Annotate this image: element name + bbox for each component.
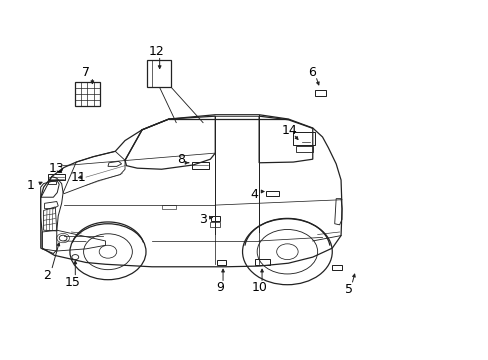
Text: 15: 15	[65, 276, 81, 289]
Text: 4: 4	[250, 188, 258, 201]
Bar	[331, 265, 341, 270]
Bar	[255, 259, 269, 265]
Bar	[147, 60, 171, 87]
Text: 10: 10	[251, 281, 266, 294]
Text: 12: 12	[148, 45, 164, 58]
Bar	[161, 205, 176, 210]
Text: 9: 9	[216, 281, 224, 294]
Bar	[217, 260, 225, 265]
Bar	[75, 82, 100, 106]
Text: 6: 6	[307, 66, 315, 79]
Text: 14: 14	[282, 124, 297, 137]
Text: 11: 11	[71, 171, 86, 184]
Text: 8: 8	[177, 153, 185, 166]
Bar	[293, 132, 315, 145]
Bar	[47, 181, 56, 184]
Text: 2: 2	[43, 269, 51, 282]
Text: 13: 13	[49, 162, 64, 175]
Bar	[211, 216, 220, 221]
Text: 5: 5	[345, 283, 353, 296]
Text: 3: 3	[199, 213, 206, 226]
Bar	[191, 162, 208, 168]
Text: 7: 7	[82, 66, 90, 79]
Bar	[266, 192, 278, 196]
Text: 1: 1	[27, 179, 35, 192]
Bar	[295, 145, 312, 152]
Bar	[210, 222, 220, 227]
Bar	[315, 90, 325, 96]
Bar	[47, 174, 64, 180]
